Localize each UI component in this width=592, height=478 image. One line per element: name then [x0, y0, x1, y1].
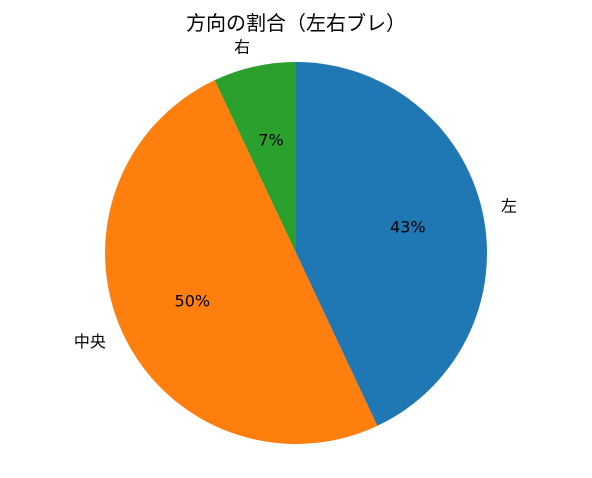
chart-title: 方向の割合（左右ブレ） [186, 11, 406, 35]
slice-percent-label: 7% [258, 131, 283, 150]
pie-slice [296, 62, 487, 426]
slice-percent-label: 50% [175, 291, 211, 310]
slice-percent-label: 43% [390, 218, 426, 237]
slice-category-label: 左 [501, 197, 517, 216]
pie-slices [105, 62, 487, 444]
pie-slice [105, 80, 378, 444]
slice-category-label: 右 [234, 37, 250, 56]
pie-labels: 左 43% 中央 50% 右 7% [74, 37, 517, 350]
pie-slice [214, 62, 296, 253]
slice-category-label: 中央 [74, 332, 106, 351]
